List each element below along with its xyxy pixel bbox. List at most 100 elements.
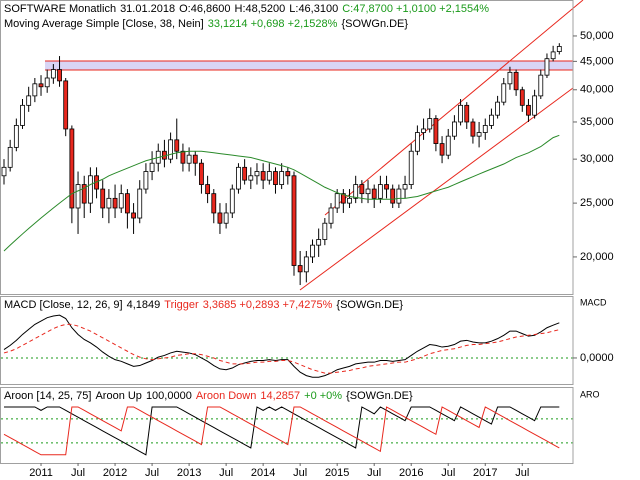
macd-panel (0, 296, 574, 385)
line-series (3, 323, 560, 374)
legend-entry: H:48,5200 (235, 3, 286, 15)
candle-body (279, 171, 285, 185)
candle-body (347, 197, 352, 204)
candle-body (377, 184, 383, 199)
legend: SOFTWARE Monatlich 31.01.2018 O:46,8600 H:4… (4, 3, 489, 15)
candle-body (384, 184, 389, 190)
candle-body (125, 193, 130, 214)
candle-body (168, 139, 173, 160)
legend-entry: {SOWGn.DE} (346, 390, 413, 402)
line-series (4, 406, 560, 456)
legend: Aroon [14, 25, 75] Aroon Up 100,0000 Aroon … (4, 390, 413, 402)
aroon-panel (0, 387, 574, 464)
candle-body (396, 188, 402, 204)
y-tick-label: 30,000 (580, 153, 614, 165)
candle-body (297, 265, 303, 273)
candle-body (236, 166, 241, 190)
axis-label: MACD (580, 297, 607, 307)
x-tick-label: Jul (367, 467, 381, 479)
y-tick-label: 25,000 (580, 197, 614, 209)
legend-entry: 3,3685 +0,2893 +7,4275% (203, 299, 333, 311)
legend-entry: 33,1214 +0,698 +2,1528% (208, 18, 338, 30)
candle-body (433, 118, 439, 144)
candle-body (513, 71, 519, 91)
candle-body (291, 175, 297, 266)
x-tick-label: 2013 (177, 467, 201, 479)
x-tick-label: Jul (71, 467, 85, 479)
candle-body (211, 193, 217, 214)
x-tick-label: Jul (145, 467, 159, 479)
candle-body (556, 46, 562, 53)
legend-entry: MACD [Close, 12, 26, 9] (4, 299, 123, 311)
candle-body (427, 118, 433, 130)
legend-entry: O:46,8600 (179, 3, 230, 15)
candle-body (131, 212, 136, 219)
candle-body (174, 139, 180, 152)
candle-body (359, 184, 365, 195)
candle-body (550, 51, 556, 60)
price-panel (0, 0, 574, 295)
candle-body (100, 188, 106, 209)
x-tick-label: 2012 (103, 467, 127, 479)
x-tick-label: Jul (515, 467, 529, 479)
candle-body (532, 95, 538, 116)
x-tick-label: 2014 (251, 467, 275, 479)
candle-body (186, 154, 192, 164)
legend-entry: 31.01.2018 (120, 3, 175, 15)
candle-body (445, 135, 451, 156)
x-tick-label: 2017 (473, 467, 497, 479)
candle-body (229, 188, 235, 214)
candle-body (112, 197, 118, 209)
x-tick-label: Jul (293, 467, 307, 479)
candle-body (439, 143, 445, 156)
line-series (3, 406, 560, 456)
y-tick-label: 45,000 (580, 55, 614, 67)
legend-entry: 14,2857 (260, 390, 300, 402)
candle-body (371, 188, 377, 199)
x-tick-label: 2016 (399, 467, 423, 479)
candle-body (285, 171, 291, 177)
candle-body (464, 104, 470, 123)
candle-body (149, 162, 155, 172)
legend-entry: +0 +0% (304, 390, 342, 402)
candle-body (458, 104, 463, 123)
candle-body (390, 188, 396, 204)
candle-body (180, 150, 186, 164)
x-tick-label: 2015 (325, 467, 349, 479)
candle-body (106, 197, 112, 209)
candle-body (137, 188, 143, 219)
candle-body (63, 80, 69, 130)
candle-body (199, 162, 204, 185)
candle-body (340, 193, 346, 204)
candle-body (408, 150, 414, 185)
candle-body (310, 244, 315, 258)
candle-body (273, 171, 278, 185)
candle-body (87, 175, 93, 204)
candle-body (303, 256, 309, 273)
candle-body (316, 239, 322, 246)
legend-entry: SOFTWARE Monatlich (4, 3, 116, 15)
candle-body (476, 132, 482, 137)
y-tick-label: 20,000 (580, 251, 614, 263)
candle-body (526, 104, 531, 116)
candle-body (44, 77, 50, 88)
channel-upper (324, 0, 584, 216)
candle-body (1, 166, 7, 177)
candle-body (452, 121, 457, 137)
candle-body (260, 171, 266, 181)
line-series (3, 134, 560, 252)
candle-body (482, 125, 488, 133)
candle-body (75, 184, 81, 209)
candle-body (353, 184, 359, 199)
candle-body (507, 71, 513, 85)
candle-body (26, 95, 32, 106)
y-tick-label: 40,000 (580, 84, 614, 96)
y-tick-label: 35,000 (580, 116, 614, 128)
legend: Moving Average Simple [Close, 38, Nein] 3… (4, 18, 408, 30)
candle-body (334, 193, 340, 209)
candle-body (38, 83, 44, 88)
legend-entry: Trigger (164, 299, 199, 311)
candle-body (489, 114, 494, 126)
legend-entry: C:47,8700 +1,0100 +2,1554% (342, 3, 489, 15)
